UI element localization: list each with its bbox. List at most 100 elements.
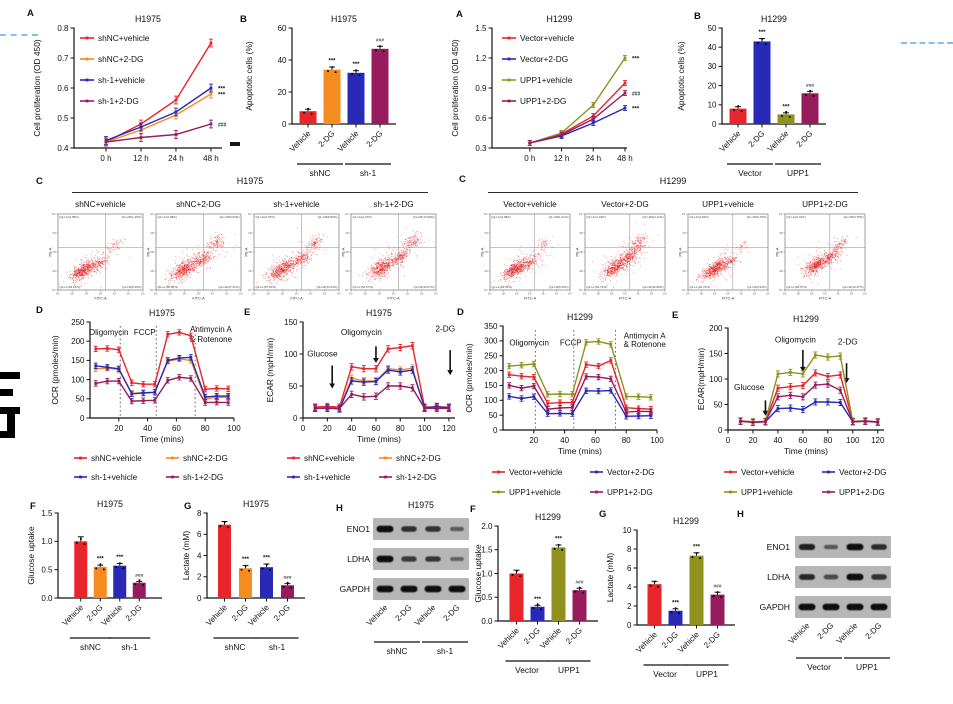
y-tick-label: 2.0 [481, 522, 493, 531]
blot-band [425, 526, 441, 532]
significance-annotation: *** [218, 92, 226, 99]
flow-y-tick: 10² [345, 250, 349, 254]
bar-label: Vehicle [204, 603, 229, 628]
y-axis-label: ECAR (mpH/min) [265, 337, 275, 402]
legend-label: sh-1+2-DG [183, 473, 223, 482]
legend-label: UPP1+vehicle [520, 75, 573, 85]
background-cjk-glyph [0, 368, 22, 446]
flow-x-tick: 10³ [295, 292, 299, 296]
flow-x-tick: 10⁰ [252, 292, 256, 296]
y-tick-label: 2 [197, 573, 202, 582]
flow-points [490, 236, 559, 290]
panel-letter-right-g: G [599, 509, 607, 520]
quadrant-label-ul: Q1-UL(0.38%) [158, 215, 177, 219]
quadrant-label-ll: Q1-LL(91.56%) [492, 285, 513, 289]
quadrant-label-ll: Q1-LL(52.57%) [353, 285, 374, 289]
chart-glucose-uptake-h1299: 0.0 0.5 1.0 1.5 2.0 H1299 Glucose uptake Vehicl… [473, 512, 598, 675]
bar-label: Vehicle [538, 626, 563, 651]
significance-annotation: *** [218, 86, 226, 93]
flow-plot-vector-vehicle: Vector+vehicle Q1-UL(0.38%) Q1-UR(1.61%) Q1… [481, 200, 572, 301]
flow-x-tick: 10¹ [699, 292, 703, 296]
legend-label: Vector+2-DG [607, 468, 655, 477]
bar-vehicle-2 [777, 110, 795, 128]
flow-x-tick: 10³ [99, 292, 103, 296]
flow-plot-title: UPP1+2-DG [802, 200, 848, 209]
blot-strip [795, 566, 891, 588]
quadrant-label-lr: Q1-LR(33.07%) [413, 285, 434, 289]
quadrant-label-ul: Q1-UL(0.54%) [690, 215, 709, 219]
x-tick-label: 48 h [203, 154, 219, 163]
series-sh-1+2-DG [103, 119, 213, 147]
significance-annotation: ### [135, 573, 143, 579]
phase-label: & Rotenone [624, 340, 667, 349]
flow-x-tick: 10⁰ [783, 292, 787, 296]
y-tick-label: 200 [484, 366, 498, 375]
significance-annotation: *** [782, 104, 790, 110]
flow-y-tick: 10⁰ [150, 288, 154, 292]
x-tick-label: 120 [442, 424, 456, 433]
flow-plot-title: UPP1+vehicle [702, 200, 754, 209]
significance-annotation: *** [534, 597, 542, 603]
x-tick-label: 80 [622, 436, 631, 445]
bar-2-dg-3 [801, 89, 819, 128]
y-tick-label: 100 [484, 396, 498, 405]
group-label: UPP1 [558, 665, 580, 675]
bar-label: 2-DG [564, 626, 584, 646]
bar-label: Vehicle [100, 603, 125, 628]
flow-x-tick: 10⁵ [225, 292, 229, 296]
y-tick-label: 1.5 [41, 509, 53, 518]
flow-y-tick: 10⁴ [345, 212, 349, 216]
flow-x-tick: 10³ [726, 292, 730, 296]
lane-label: Vehicle [413, 603, 438, 628]
blot-row-label: ENO1 [767, 542, 791, 552]
quadrant-label-ur: Q1-UR(3.75%) [844, 215, 864, 219]
group-label: UPP1 [787, 168, 809, 178]
legend-label: Vector+vehicle [741, 468, 795, 477]
axes: 0.3 0.6 0.9 1.2 1.5 0 h 12 h 24 h 48 h [475, 24, 632, 163]
series-shNC+2-DG [313, 364, 451, 413]
flow-section-header-left: H1975 [72, 176, 428, 193]
x-tick-label: 60 [172, 424, 181, 433]
injection-arrow [373, 346, 379, 363]
axes: 0.4 0.5 0.6 0.7 0.8 0 h 12 h 24 h 48 h [57, 24, 222, 163]
background-dash-line-right [901, 42, 953, 44]
series-shNC+2-DG [93, 355, 231, 402]
quadrant-label-ll: Q1-LL(54.72%) [587, 285, 608, 289]
flow-y-axis-label: PE-A [576, 247, 580, 256]
bar-label: Vehicle [718, 129, 743, 154]
panel-letter-right-h: H [737, 509, 744, 520]
bar-2-dg-1 [239, 564, 252, 602]
y-axis-label: Cell proliferation (OD 450) [32, 39, 42, 136]
bar-label: Vehicle [634, 630, 659, 655]
y-tick-label: 150 [709, 349, 723, 358]
series-sh-1+vehicle [93, 354, 231, 401]
flow-y-tick: 10⁰ [345, 288, 349, 292]
y-tick-label: 100 [284, 350, 298, 359]
y-tick-label: 0 [493, 426, 498, 435]
flow-x-axis-label: FITC-A [722, 297, 735, 301]
blot-band [424, 585, 442, 593]
x-axis-label: Time (mins) [140, 434, 184, 444]
x-tick-label: 0 [726, 436, 731, 445]
series-shNC+vehicle [93, 329, 231, 393]
y-tick-label: 0.0 [481, 617, 493, 626]
x-tick-label: 24 h [168, 154, 184, 163]
blot-strip [373, 578, 469, 600]
y-axis-label: Lactate (mM) [605, 553, 615, 603]
flow-x-tick: 10⁵ [127, 292, 131, 296]
legend-label: UPP1+2-DG [839, 488, 885, 497]
y-tick-label: 0 [197, 594, 202, 603]
x-tick-label: 60 [591, 436, 600, 445]
bar-2-dg-3 [572, 586, 587, 625]
legend-label: UPP1+vehicle [741, 488, 793, 497]
y-axis-label: Glucose uptake [473, 544, 483, 603]
flow-y-tick: 10⁰ [52, 288, 56, 292]
legend-label: sh-1+vehicle [304, 473, 351, 482]
flow-x-tick: 10¹ [796, 292, 800, 296]
flow-x-tick: 10⁰ [488, 292, 492, 296]
y-tick-label: 50 [489, 411, 498, 420]
significance-annotation: *** [97, 557, 105, 563]
panel-letter-right-e: E [672, 310, 679, 321]
flow-points [692, 240, 749, 287]
